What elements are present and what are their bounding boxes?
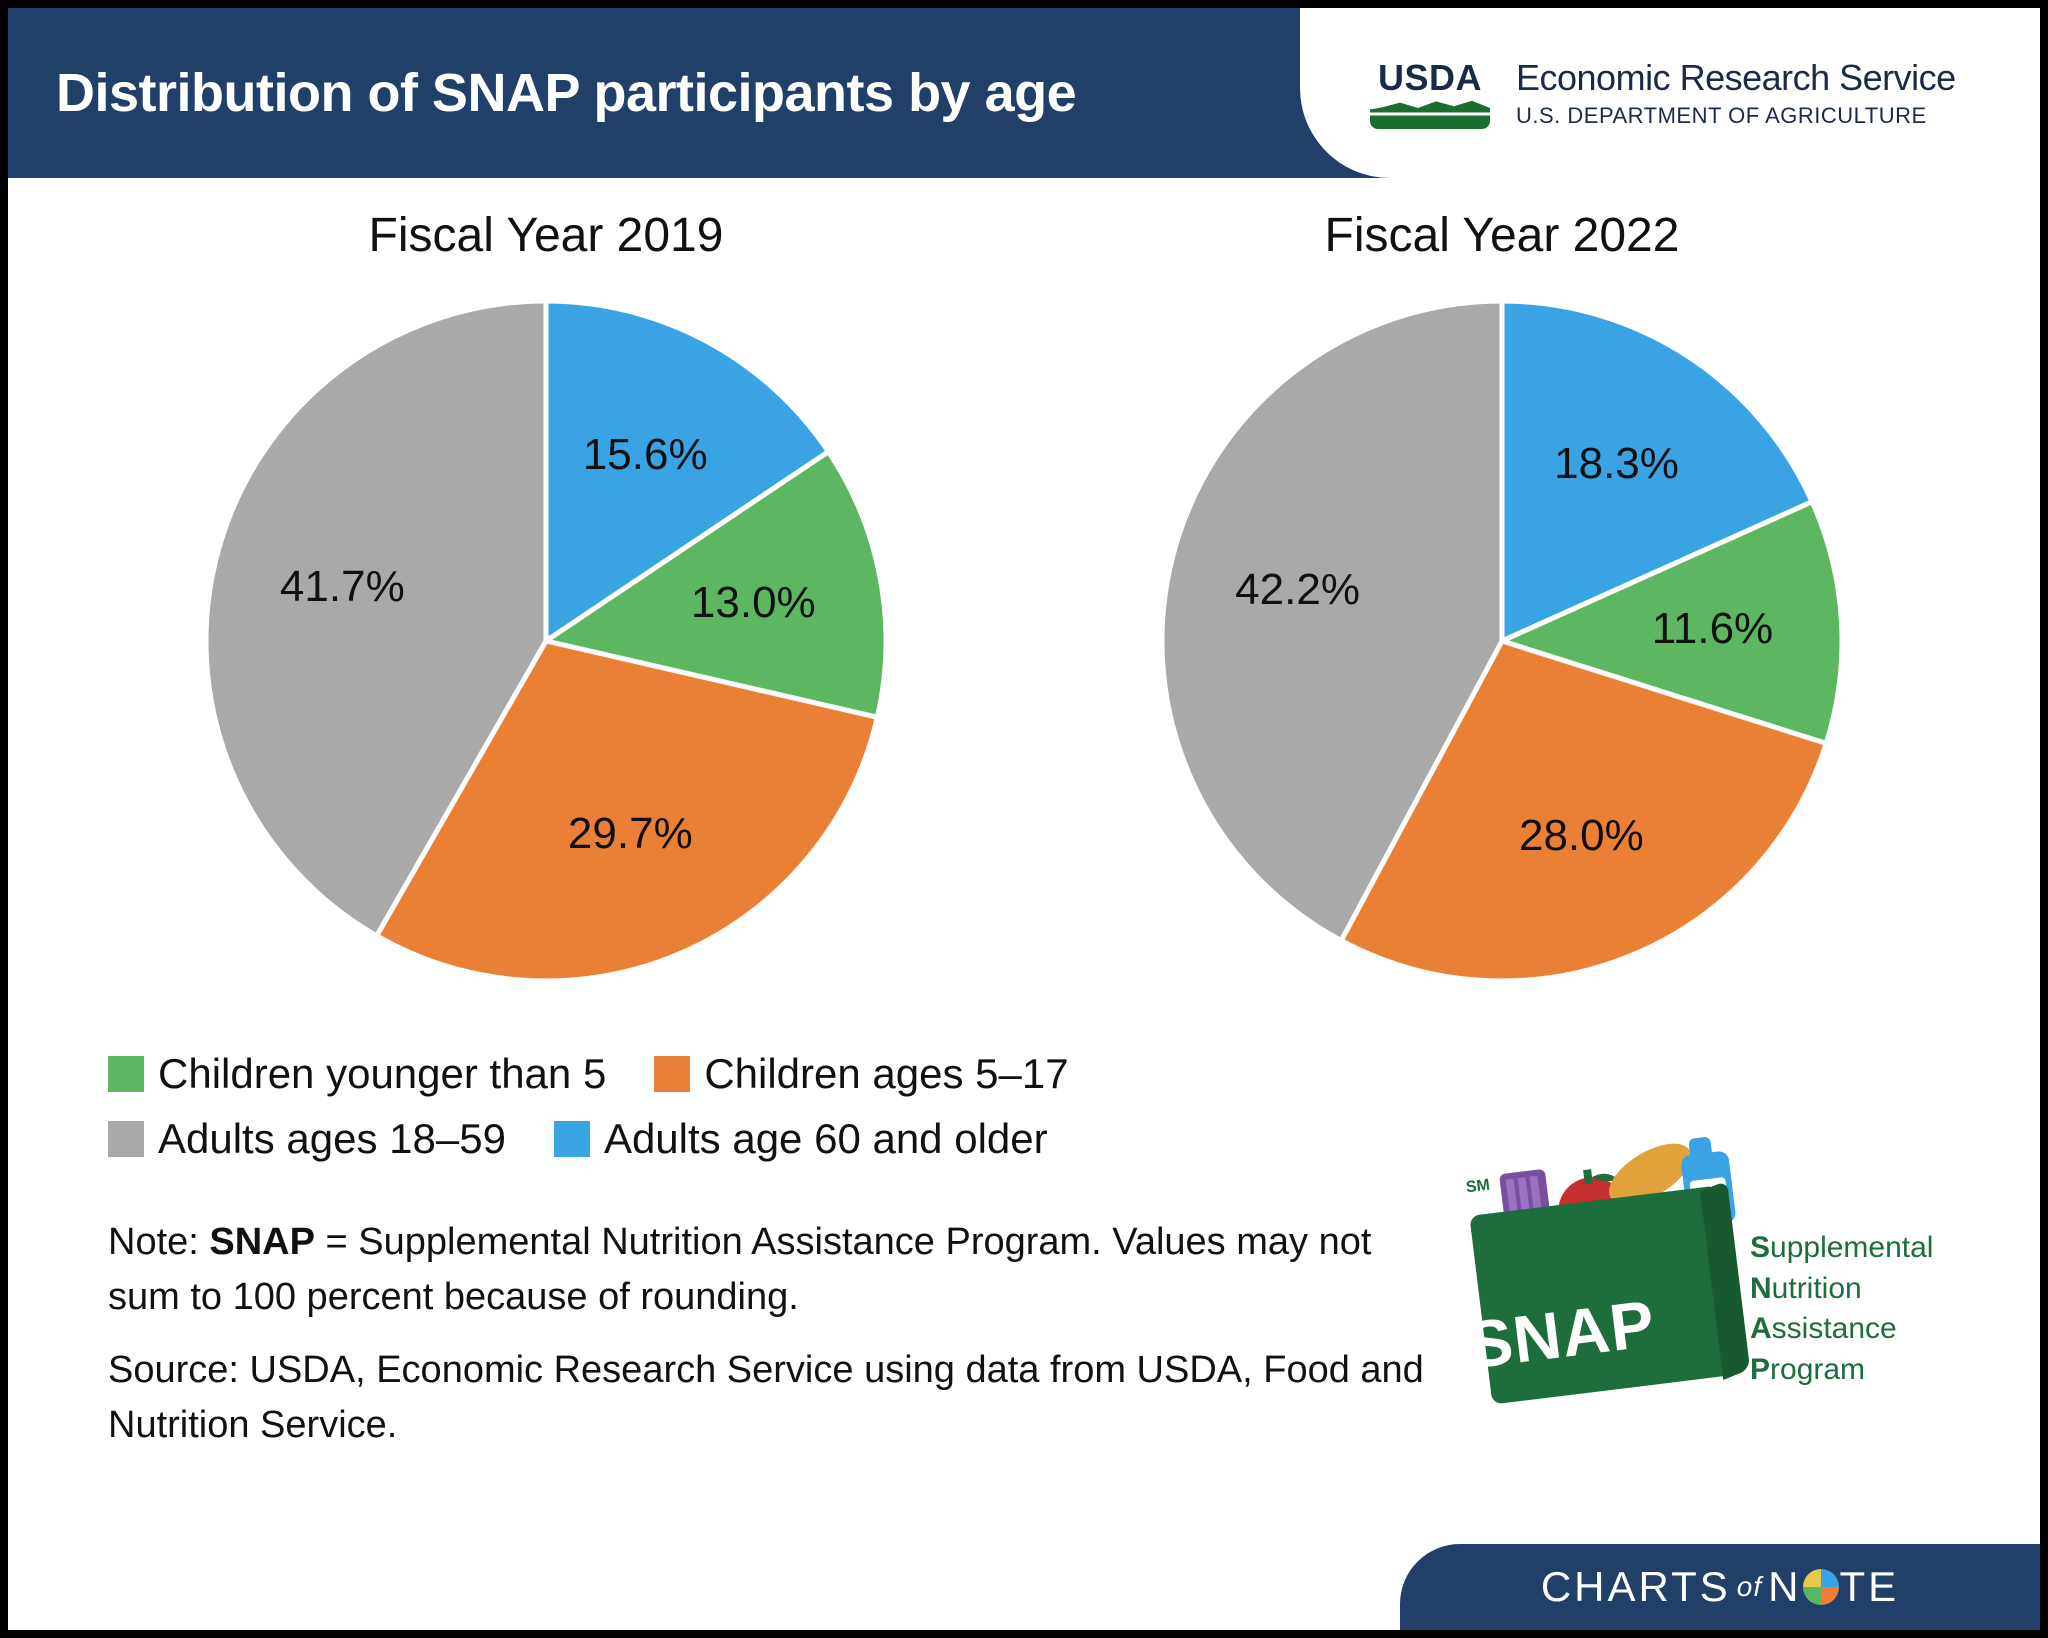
legend-label-adults_18_59: Adults ages 18–59: [158, 1106, 506, 1171]
pie-label-adults_60_plus: 15.6%: [583, 430, 708, 480]
pie-label-adults_60_plus: 18.3%: [1554, 439, 1679, 489]
usda-logo-text: USDA: [1378, 57, 1482, 99]
footer-band: CHARTS of N TE: [1400, 1544, 2040, 1630]
legend-label-children_5_17: Children ages 5–17: [704, 1041, 1068, 1106]
footer-right-te: TE: [1839, 1563, 1899, 1611]
legend-swatch-children_5_17: [654, 1056, 690, 1092]
legend-item-adults_18_59: Adults ages 18–59: [108, 1106, 506, 1171]
pie-2022: 18.3% 11.6% 28.0% 42.2%: [1142, 281, 1862, 1001]
footer-globe-icon: [1803, 1569, 1839, 1605]
legend-item-children_5_17: Children ages 5–17: [654, 1041, 1068, 1106]
note-prefix: Note:: [108, 1221, 209, 1263]
snap-expansion: Supplemental Nutrition Assistance Progra…: [1750, 1228, 1933, 1390]
legend-swatch-adults_60_plus: [554, 1121, 590, 1157]
pie-label-adults_18_59: 41.7%: [280, 562, 405, 612]
header-band: Distribution of SNAP participants by age…: [8, 8, 2040, 178]
charts-row: Fiscal Year 2019 15.6% 13.0% 29.7% 41.7% Fi…: [8, 178, 2040, 1001]
pie-label-adults_18_59: 42.2%: [1235, 565, 1360, 615]
pie-label-children_5_17: 28.0%: [1519, 811, 1644, 861]
legend-item-children_under_5: Children younger than 5: [108, 1041, 606, 1106]
pie-label-children_5_17: 29.7%: [568, 809, 693, 859]
chart-2019: Fiscal Year 2019 15.6% 13.0% 29.7% 41.7%: [96, 208, 996, 1001]
notes: Note: SNAP = Supplemental Nutrition Assi…: [108, 1215, 1428, 1453]
agency-block: USDA Economic Research Service U.S. DEPA…: [1300, 8, 2040, 178]
footer-of: of: [1737, 1571, 1762, 1603]
footer-right-n: N: [1768, 1563, 1801, 1611]
pie-label-children_under_5: 13.0%: [691, 578, 816, 628]
page-title: Distribution of SNAP participants by age: [56, 62, 1076, 124]
footer-left: CHARTS: [1541, 1563, 1731, 1611]
agency-text: Economic Research Service U.S. DEPARTMEN…: [1516, 57, 1956, 129]
usda-logo-landscape-icon: [1370, 99, 1490, 129]
usda-logo: USDA: [1370, 57, 1490, 129]
pie-svg: [186, 281, 906, 1001]
pie-label-children_under_5: 11.6%: [1652, 604, 1774, 654]
note-bold: SNAP: [209, 1221, 315, 1263]
outer-frame: Distribution of SNAP participants by age…: [0, 0, 2048, 1638]
card: Distribution of SNAP participants by age…: [8, 8, 2040, 1630]
source-line: Source: USDA, Economic Research Service …: [108, 1343, 1428, 1453]
agency-name: Economic Research Service: [1516, 57, 1956, 99]
pie-2019: 15.6% 13.0% 29.7% 41.7%: [186, 281, 906, 1001]
snap-logo: SM SNAP Supplemental Nutrition Assistanc…: [1450, 1110, 1950, 1410]
legend-label-adults_60_plus: Adults age 60 and older: [604, 1106, 1048, 1171]
legend-label-children_under_5: Children younger than 5: [158, 1041, 606, 1106]
chart-title-2019: Fiscal Year 2019: [369, 208, 724, 263]
chart-body: Fiscal Year 2019 15.6% 13.0% 29.7% 41.7% Fi…: [8, 178, 2040, 1630]
legend-row-1: Children younger than 5 Children ages 5–1…: [108, 1041, 2040, 1106]
note-line: Note: SNAP = Supplemental Nutrition Assi…: [108, 1215, 1428, 1325]
agency-subtitle: U.S. DEPARTMENT OF AGRICULTURE: [1516, 103, 1956, 129]
legend-swatch-children_under_5: [108, 1056, 144, 1092]
legend-swatch-adults_18_59: [108, 1121, 144, 1157]
chart-2022: Fiscal Year 2022 18.3% 11.6% 28.0% 42.2%: [1052, 208, 1952, 1001]
snap-sm-mark: SM: [1465, 1177, 1491, 1198]
legend-item-adults_60_plus: Adults age 60 and older: [554, 1106, 1048, 1171]
chart-title-2022: Fiscal Year 2022: [1325, 208, 1680, 263]
